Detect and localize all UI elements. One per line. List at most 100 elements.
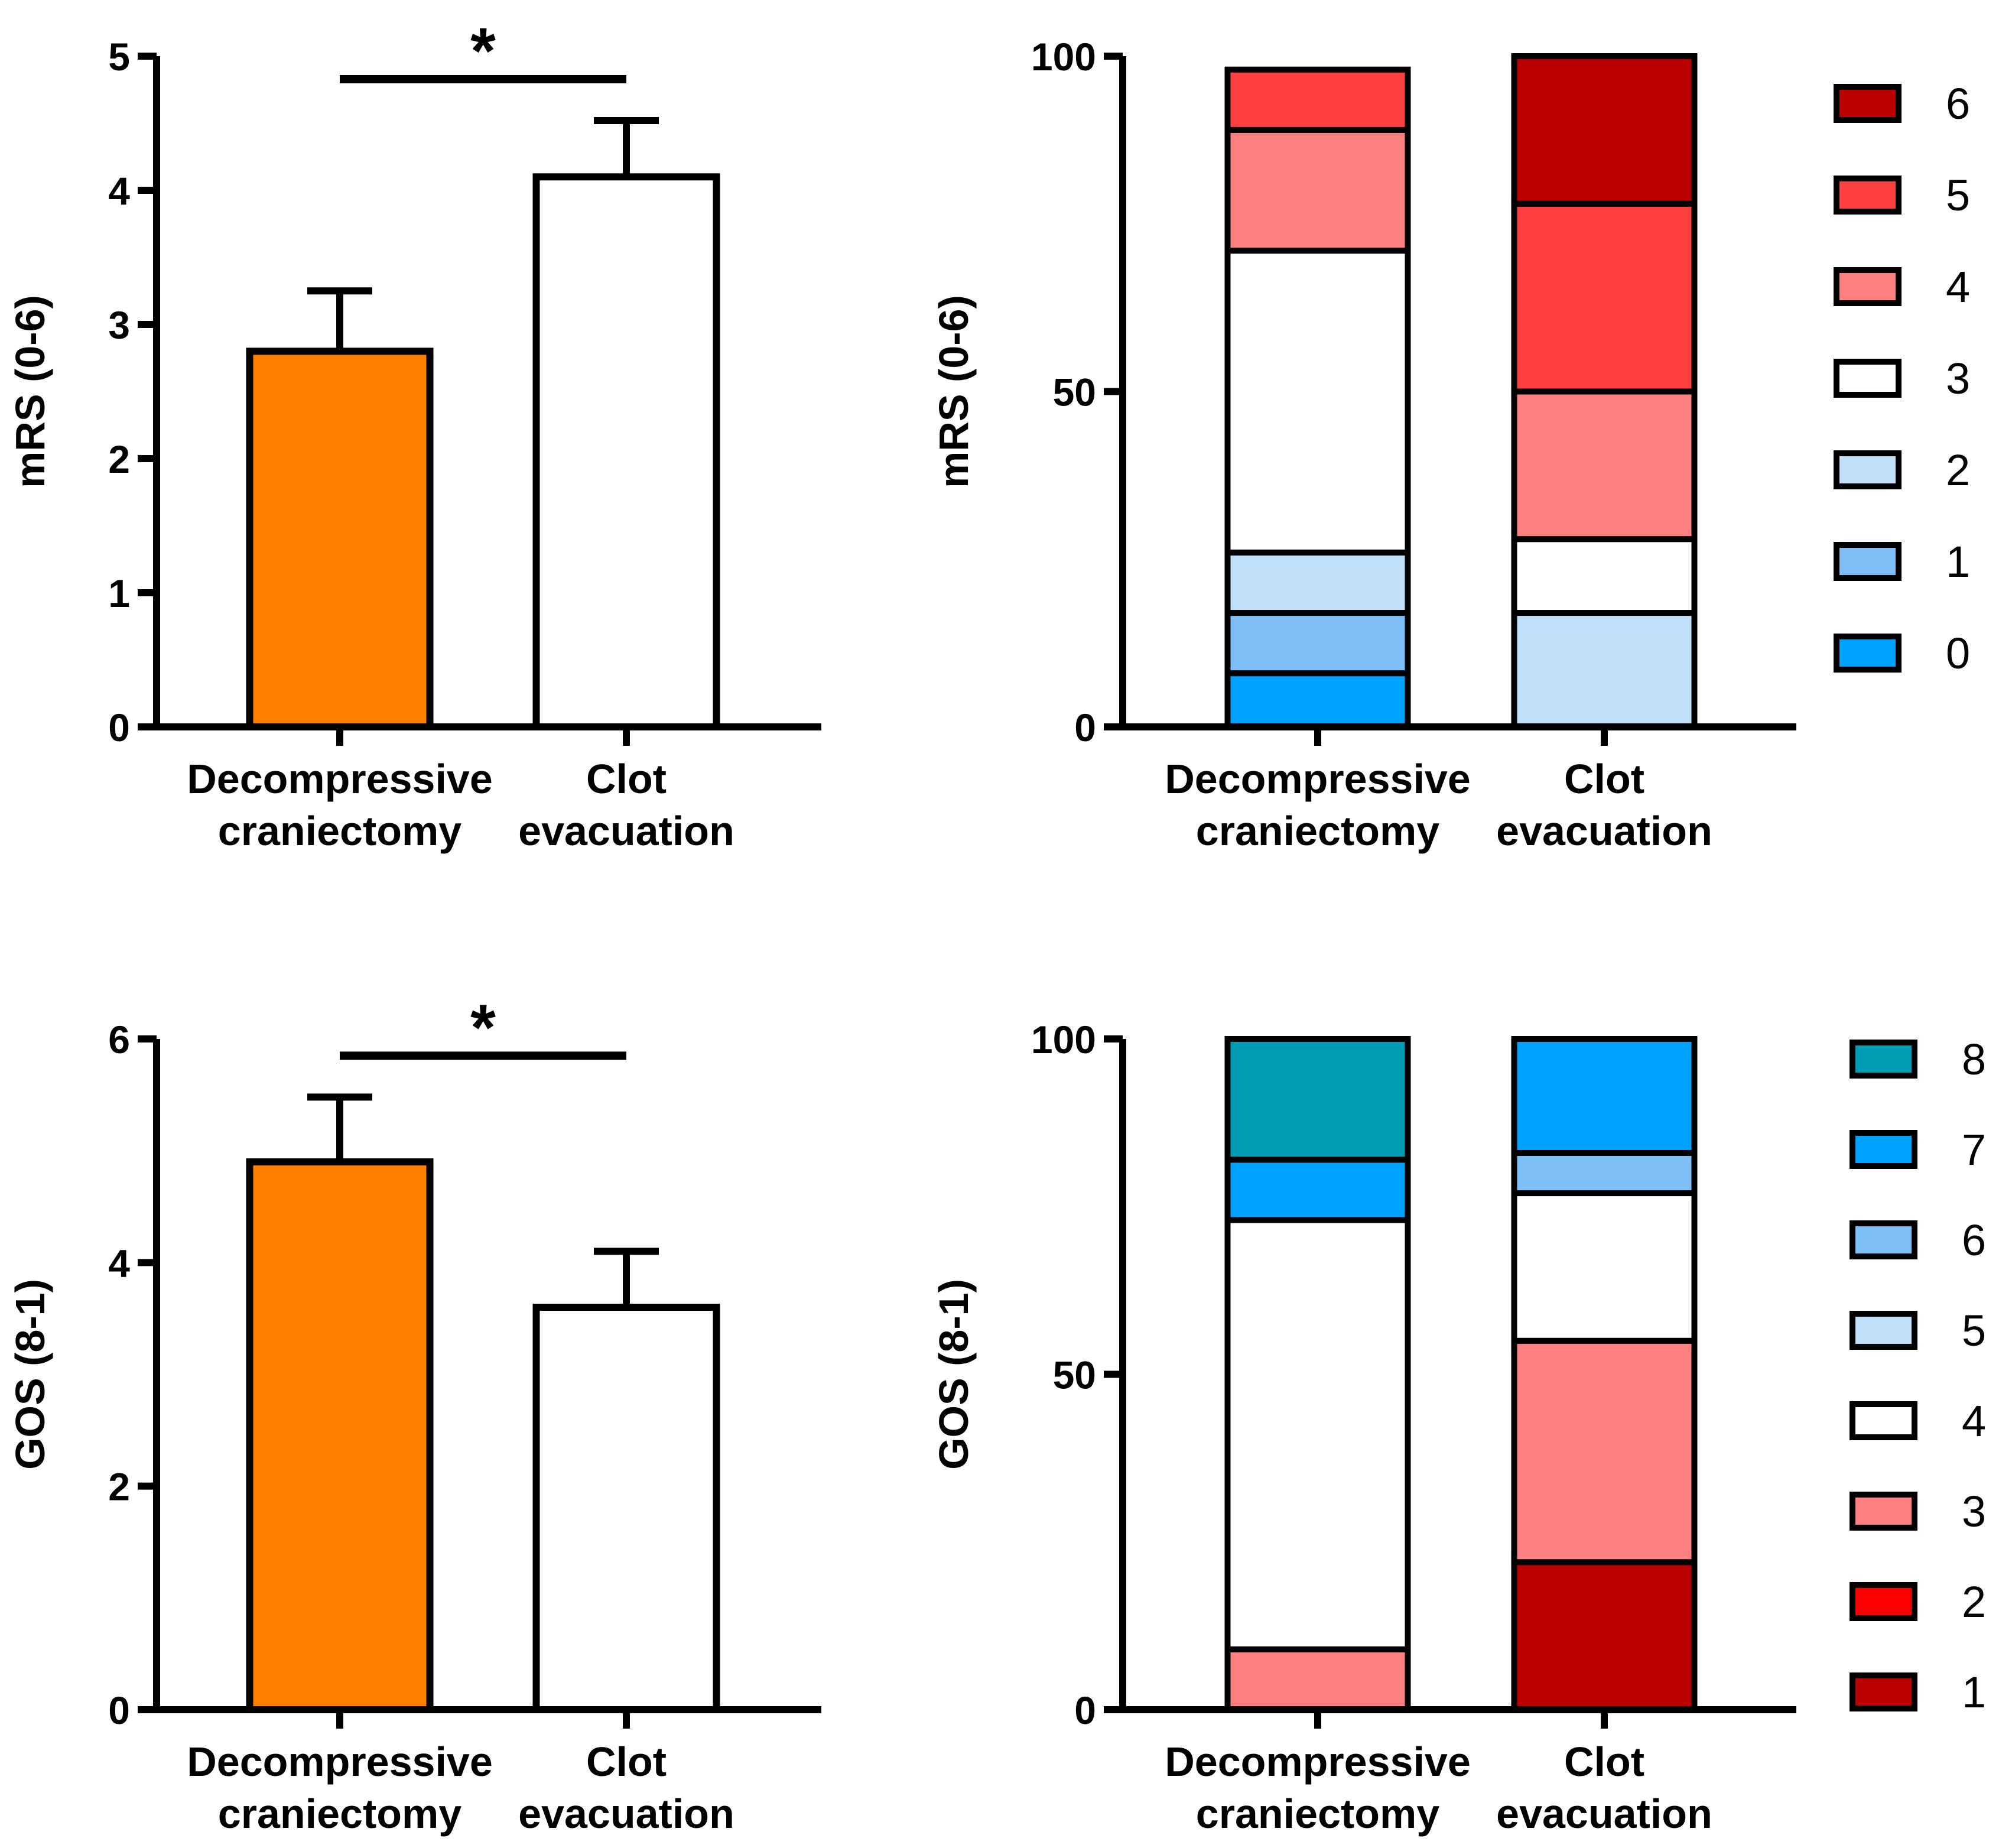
stacked-segment-8 [1224,1036,1411,1163]
y-tick-label: 4 [108,169,130,213]
legend-swatch [1834,542,1902,581]
stacked-segment-1 [1224,610,1411,677]
legend-swatch [1834,450,1902,489]
legend-label: 0 [1946,629,1970,678]
y-tick-label: 1 [108,571,130,615]
category-label: Clot evacuation [1496,1739,1712,1837]
legend-swatch [1834,176,1902,215]
legend-label: 6 [1962,1216,1986,1265]
category-label-line: Decompressive [1165,1739,1471,1785]
legend-label: 5 [1962,1306,1986,1355]
category-label-line: craniectomy [218,808,461,854]
stacked-segment-6 [1511,1149,1698,1197]
significance-marker: * [470,991,496,1064]
y-tick-label: 0 [1074,706,1096,749]
legend-label: 6 [1946,79,1970,128]
y-tick-label: 3 [108,303,130,347]
legend-swatch [1850,1401,1917,1440]
y-axis-title: mRS (0-6) [931,295,977,488]
category-label-line: Clot [586,756,667,802]
y-axis-title: mRS (0-6) [7,295,53,488]
stacked-segment-7 [1511,1036,1698,1156]
legend-swatch [1850,1582,1917,1621]
category-label-line: craniectomy [1196,1791,1439,1837]
stacked-segment-6 [1511,53,1698,207]
stacked-segment-4 [1511,388,1698,543]
legend-swatch [1850,1672,1917,1711]
legend-label: 5 [1946,171,1970,220]
stacked-segment-5 [1224,66,1411,133]
category-label: Decompressive craniectomy [187,1739,493,1837]
y-tick-label: 50 [1053,371,1096,414]
category-label: Clot evacuation [1496,756,1712,854]
y-tick-label: 0 [108,706,130,749]
y-axis-title: GOS (8-1) [931,1279,977,1470]
bar [532,1304,720,1713]
y-tick-label: 50 [1053,1353,1096,1397]
legend-label: 3 [1946,354,1970,403]
bar [246,347,434,730]
legend-swatch [1834,267,1902,306]
significance-marker: * [470,15,496,87]
y-tick-label: 100 [1031,1018,1096,1061]
y-tick-label: 100 [1031,35,1096,79]
stacked-segment-2 [1511,610,1698,730]
category-label: Clot evacuation [518,1739,734,1837]
category-label-line: evacuation [518,808,734,854]
legend-swatch [1850,1311,1917,1350]
legend-label: 4 [1962,1396,1986,1446]
legend-swatch [1850,1040,1917,1079]
category-label-line: Clot [586,1739,667,1785]
bar [532,173,720,730]
stacked-segment-3 [1511,536,1698,616]
category-label-line: craniectomy [218,1791,461,1837]
legend-label: 4 [1946,262,1970,311]
category-label-line: evacuation [1496,1791,1712,1837]
stacked-segment-1 [1511,1559,1698,1713]
category-label: Clot evacuation [518,756,734,854]
category-label-line: Decompressive [187,756,493,802]
category-label-line: evacuation [518,1791,734,1837]
legend-label: 7 [1962,1125,1986,1174]
stacked-segment-4 [1224,126,1411,254]
y-axis-title: GOS (8-1) [7,1279,53,1470]
stacked-segment-4 [1224,1217,1411,1652]
panel-gos-distribution-chart: 8 7 6 5 4 3 2 1 0 50 100 GOS (8-1) Decompressive cran… [931,1018,1986,1837]
stacked-segment-7 [1224,1157,1411,1223]
y-tick-label: 4 [108,1241,130,1285]
y-tick-label: 6 [108,1018,130,1061]
stacked-segment-2 [1224,549,1411,616]
stacked-segment-4 [1511,1190,1698,1344]
legend-swatch [1850,1130,1917,1169]
legend-label: 1 [1962,1668,1986,1717]
category-label-line: Decompressive [1165,756,1471,802]
category-label-line: Clot [1564,756,1644,802]
legend-swatch [1834,84,1902,123]
legend-label: 8 [1962,1035,1986,1084]
panel-mrs-mean-bar-chart: * 0 1 2 3 4 5 mRS (0-6) Decompressive craniectomy… [7,15,821,854]
category-label: Decompressive craniectomy [1165,1739,1471,1837]
category-label-line: craniectomy [1196,808,1439,854]
panel-gos-mean-bar-chart: * 0 2 4 6 GOS (8-1) Decompressive craniectomy Cl… [7,991,821,1837]
legend-swatch [1850,1492,1917,1531]
stacked-segment-5 [1511,200,1698,395]
y-tick-label: 2 [108,1465,130,1509]
category-label-line: Clot [1564,1739,1644,1785]
legend-swatch [1834,359,1902,398]
stacked-segment-0 [1224,670,1411,730]
bar [246,1158,434,1714]
category-label: Decompressive craniectomy [187,756,493,854]
stacked-segment-3 [1224,1646,1411,1713]
stacked-segment-3 [1511,1337,1698,1566]
legend-label: 3 [1962,1487,1986,1536]
legend-label: 2 [1962,1577,1986,1626]
category-label-line: Decompressive [187,1739,493,1785]
legend-label: 1 [1946,537,1970,586]
legend-swatch [1834,634,1902,673]
y-tick-label: 0 [1074,1688,1096,1732]
y-tick-label: 0 [108,1688,130,1732]
y-tick-label: 2 [108,437,130,481]
legend-swatch [1850,1220,1917,1259]
